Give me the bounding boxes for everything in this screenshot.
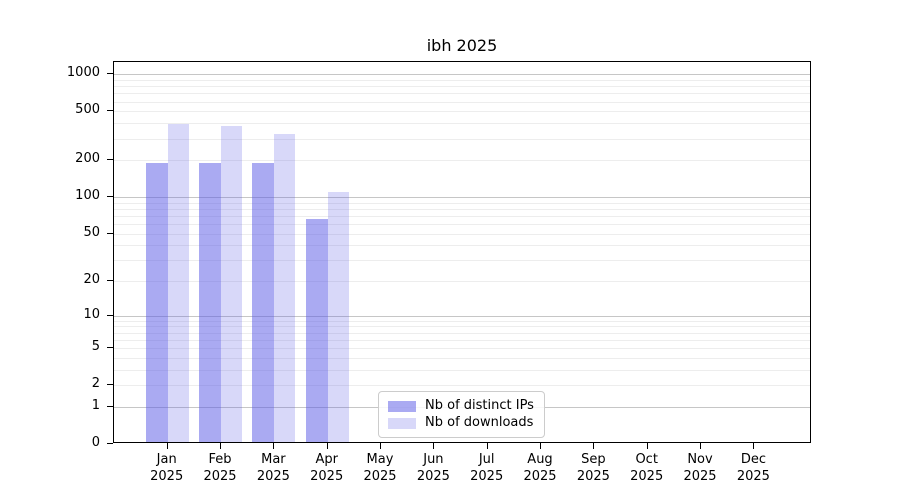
- y-tick-label-50: 50: [83, 224, 100, 240]
- bar-downloads-apr-2025: [327, 192, 349, 442]
- gridline-minor-60: [114, 223, 810, 225]
- y-tick-mark-1000: [107, 73, 113, 75]
- y-tick-mark-200: [107, 159, 113, 161]
- gridline-major-100: [114, 196, 810, 198]
- bar-downloads-mar-2025: [274, 133, 296, 442]
- x-tick-label-feb: Feb 2025: [203, 452, 237, 484]
- y-tick-label-200: 200: [75, 151, 100, 167]
- gridline-minor-700: [114, 93, 810, 95]
- gridline-minor-70: [114, 215, 810, 217]
- x-tick-label-jul: Jul 2025: [470, 452, 504, 484]
- x-tick-label-nov: Nov 2025: [683, 452, 717, 484]
- legend: Nb of distinct IPs Nb of downloads: [378, 391, 545, 438]
- bar-distinct-ips-feb-2025: [199, 163, 221, 442]
- gridline-minor-200: [114, 160, 810, 162]
- y-tick-label-0: 0: [91, 435, 100, 450]
- gridline-minor-7: [114, 332, 810, 334]
- gridline-minor-2: [114, 385, 810, 387]
- x-tick-label-apr: Apr 2025: [310, 452, 344, 484]
- y-tick-label-20: 20: [83, 272, 100, 287]
- gridline-minor-500: [114, 111, 810, 113]
- y-tick-mark-50: [107, 232, 113, 234]
- gridline-minor-90: [114, 202, 810, 204]
- gridline-minor-600: [114, 101, 810, 103]
- y-tick-label-10: 10: [83, 306, 100, 322]
- bar-distinct-ips-apr-2025: [305, 219, 328, 442]
- y-tick-label-500: 500: [75, 102, 100, 118]
- y-tick-mark-10: [107, 314, 113, 316]
- gridline-minor-5: [114, 348, 810, 350]
- gridline-minor-8: [114, 326, 810, 328]
- gridline-minor-20: [114, 281, 810, 282]
- bars-layer: [114, 62, 810, 442]
- legend-swatch-downloads-icon: [388, 417, 416, 429]
- bar-distinct-ips-jan-2025: [145, 163, 168, 442]
- x-tick-mark-mar: [273, 443, 275, 449]
- x-tick-label-oct: Oct 2025: [630, 452, 664, 484]
- x-tick-label-mar: Mar 2025: [256, 452, 290, 484]
- plot-area: Nb of distinct IPs Nb of downloads: [113, 61, 811, 443]
- x-tick-mark-aug: [540, 443, 541, 449]
- y-tick-label-100: 100: [75, 187, 100, 203]
- y-tick-mark-2: [107, 384, 113, 386]
- bar-downloads-jan-2025: [167, 123, 189, 442]
- gridline-minor-6: [114, 339, 810, 341]
- x-tick-mark-sep: [593, 443, 595, 449]
- bar-distinct-ips-mar-2025: [252, 163, 275, 442]
- x-tick-mark-apr: [326, 443, 328, 449]
- y-tick-mark-5: [107, 347, 113, 349]
- y-tick-mark-0: [107, 443, 113, 444]
- x-tick-mark-jun: [433, 443, 435, 449]
- legend-label-distinct-ips: Nb of distinct IPs: [425, 398, 534, 413]
- gridline-minor-40: [114, 245, 810, 247]
- gridline-major-1000: [114, 74, 810, 76]
- gridline-minor-400: [114, 123, 810, 125]
- chart-title: ibh 2025: [426, 36, 498, 55]
- x-tick-label-sep: Sep 2025: [576, 452, 610, 484]
- legend-item-distinct-ips: Nb of distinct IPs: [388, 398, 535, 414]
- gridline-minor-800: [114, 86, 810, 88]
- y-tick-mark-100: [107, 195, 113, 197]
- legend-swatch-distinct-ips-icon: [388, 400, 416, 412]
- x-tick-label-dec: Dec 2025: [736, 452, 770, 484]
- gridlines-layer: [114, 62, 810, 442]
- gridline-minor-4: [114, 357, 810, 359]
- x-tick-mark-nov: [700, 443, 701, 449]
- y-tick-label-2: 2: [91, 376, 100, 392]
- y-tick-mark-500: [107, 110, 113, 112]
- legend-label-downloads: Nb of downloads: [425, 415, 534, 430]
- y-tick-mark-20: [107, 280, 113, 281]
- x-tick-mark-feb: [220, 443, 221, 449]
- x-tick-label-jun: Jun 2025: [416, 452, 450, 484]
- x-tick-mark-jul: [486, 443, 488, 449]
- x-tick-mark-jan: [166, 443, 168, 449]
- gridline-minor-300: [114, 138, 810, 140]
- x-tick-mark-dec: [753, 443, 755, 449]
- x-tick-mark-oct: [646, 443, 648, 449]
- y-tick-label-5: 5: [91, 339, 100, 355]
- x-tick-label-aug: Aug 2025: [523, 452, 557, 484]
- gridline-minor-80: [114, 208, 810, 210]
- y-tick-label-1000: 1000: [66, 65, 100, 81]
- x-tick-mark-may: [380, 443, 381, 449]
- bar-downloads-feb-2025: [221, 126, 242, 442]
- legend-item-downloads: Nb of downloads: [388, 415, 535, 431]
- x-tick-label-jan: Jan 2025: [150, 452, 184, 484]
- gridline-major-10: [114, 315, 810, 317]
- y-tick-label-1: 1: [91, 397, 100, 413]
- gridline-minor-50: [114, 233, 810, 235]
- gridline-minor-3: [114, 369, 810, 371]
- gridline-minor-30: [114, 260, 810, 262]
- gridline-minor-9: [114, 320, 810, 322]
- x-tick-label-may: May 2025: [363, 452, 397, 484]
- gridline-minor-900: [114, 79, 810, 81]
- y-tick-mark-1: [107, 405, 113, 407]
